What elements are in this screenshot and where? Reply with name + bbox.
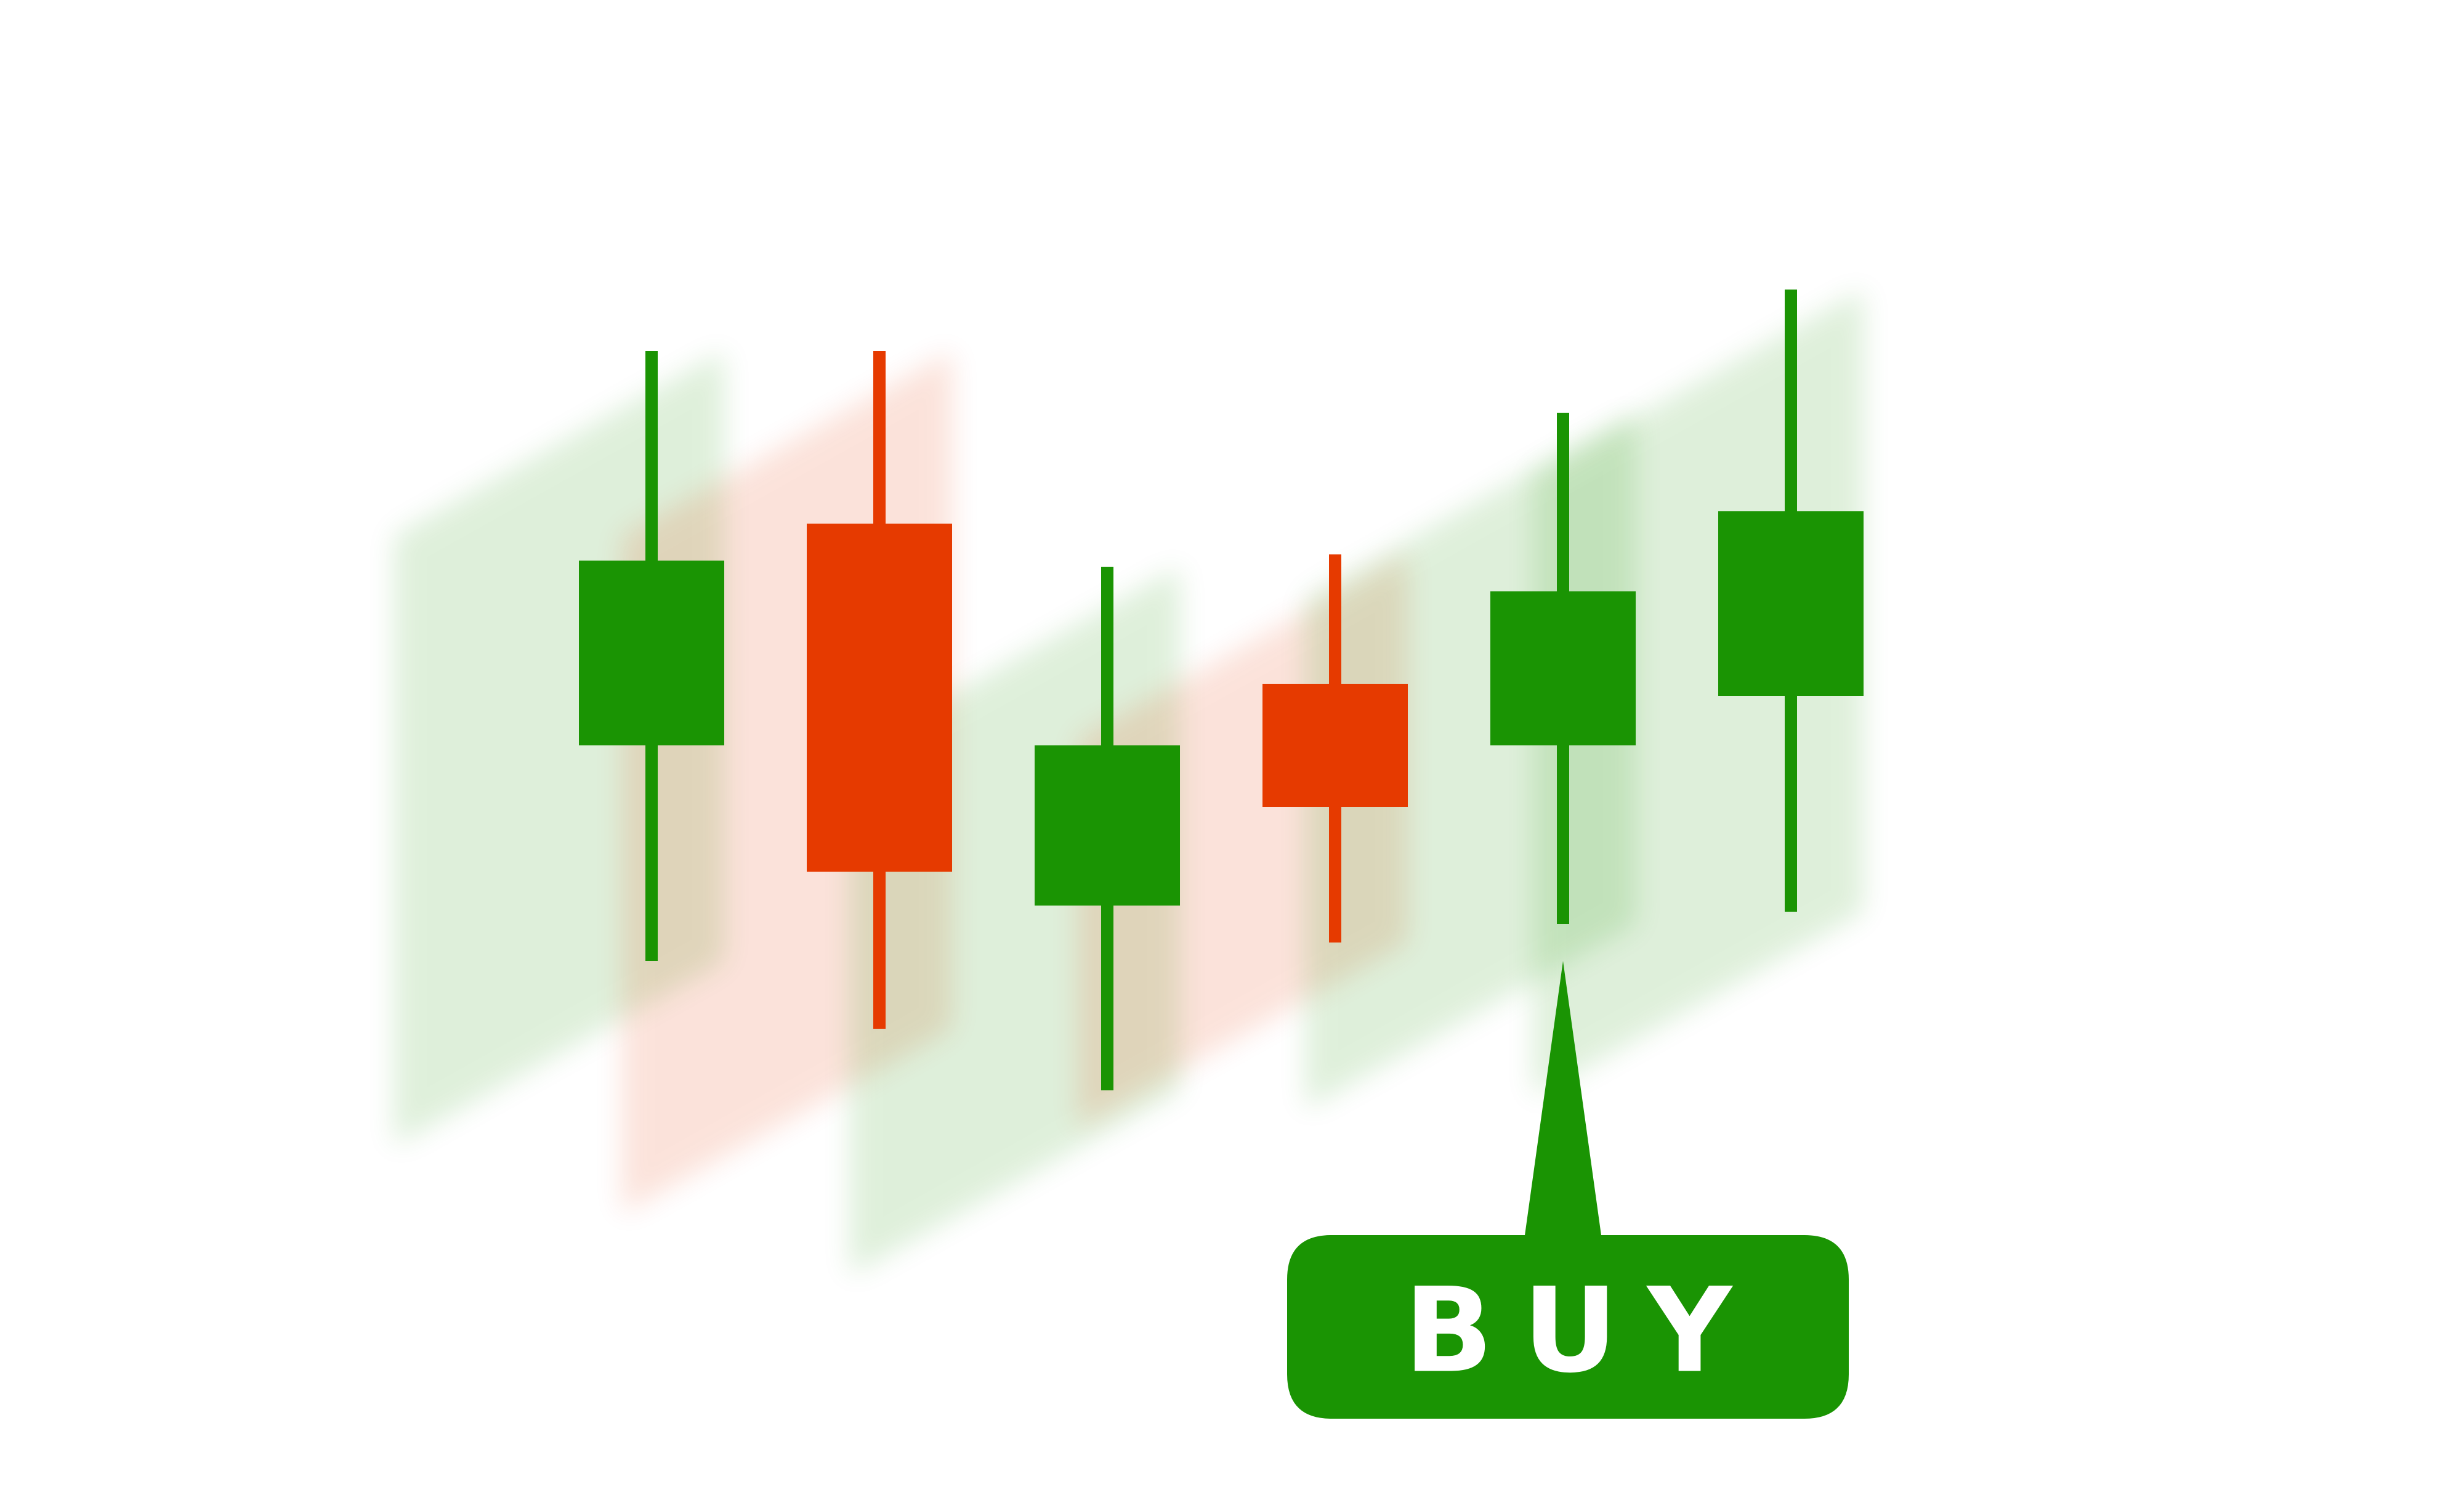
buy-signal-label: BUY (1404, 1263, 1762, 1399)
candle-body-2 (807, 524, 952, 872)
candle-body-3 (1035, 745, 1180, 906)
candle-shadow-6 (1533, 290, 1864, 1097)
candle-body-6 (1718, 511, 1864, 696)
candle-body-5 (1490, 591, 1636, 745)
buy-signal-shape[interactable] (1287, 961, 1849, 1419)
buy-signal-badge[interactable]: BUY (1287, 961, 1849, 1419)
candle-body-layer (579, 511, 1864, 906)
candle-body-4 (1262, 684, 1408, 807)
candle-body-1 (579, 561, 724, 745)
